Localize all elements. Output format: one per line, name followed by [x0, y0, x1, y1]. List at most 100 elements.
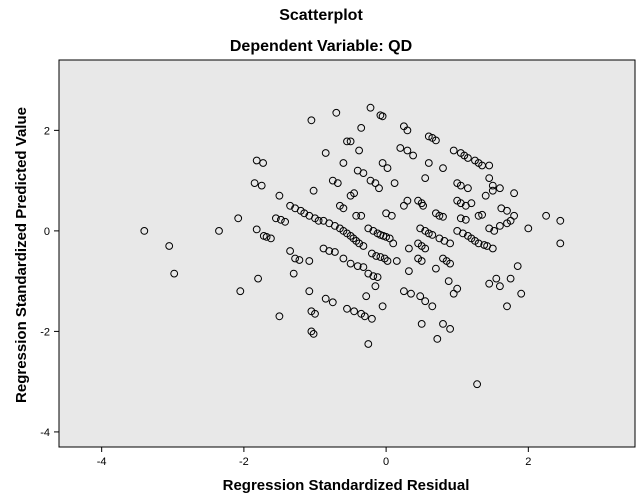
data-point: [378, 112, 387, 121]
data-point: [369, 272, 378, 281]
data-point: [359, 169, 368, 178]
data-point: [352, 211, 361, 220]
data-point: [328, 176, 337, 185]
data-point: [378, 302, 387, 311]
data-point: [503, 302, 511, 311]
data-point: [295, 256, 304, 264]
data-point: [353, 262, 362, 271]
data-point: [272, 214, 280, 223]
data-point: [424, 159, 433, 167]
data-point: [439, 164, 447, 173]
data-point: [275, 191, 284, 200]
data-point: [417, 257, 426, 265]
data-point: [307, 116, 316, 125]
data-point: [490, 227, 499, 235]
data-point: [416, 292, 425, 301]
data-point: [364, 269, 373, 278]
data-point: [421, 244, 430, 253]
data-point: [513, 262, 522, 271]
data-points: [140, 103, 565, 389]
data-point: [277, 215, 285, 224]
data-point: [446, 239, 455, 248]
data-point: [350, 189, 359, 198]
data-point: [252, 156, 261, 165]
data-point: [215, 227, 223, 235]
data-point: [446, 325, 455, 333]
data-point: [305, 287, 314, 296]
data-point: [371, 282, 380, 291]
data-point: [275, 312, 284, 321]
data-point: [517, 289, 526, 298]
data-point: [390, 179, 399, 188]
data-point: [435, 234, 444, 243]
data-point: [492, 274, 501, 283]
data-point: [333, 179, 342, 188]
data-point: [314, 216, 323, 225]
chart-subtitle: Dependent Variable: QD: [230, 38, 412, 55]
data-point: [488, 181, 497, 190]
data-point: [339, 204, 348, 213]
data-point: [267, 234, 275, 243]
data-point: [289, 269, 298, 278]
data-point: [421, 297, 430, 306]
data-point: [362, 292, 371, 301]
data-point: [474, 239, 483, 248]
data-point: [309, 186, 318, 195]
data-point: [424, 132, 433, 141]
data-point: [376, 253, 385, 261]
data-point: [405, 267, 413, 276]
data-point: [372, 252, 381, 260]
data-point: [349, 234, 358, 243]
data-point: [439, 320, 447, 328]
data-point: [488, 186, 497, 195]
data-point: [343, 137, 351, 146]
data-point: [359, 263, 368, 272]
data-point: [459, 229, 467, 238]
data-point: [359, 242, 368, 250]
data-point: [170, 269, 179, 278]
data-point: [378, 159, 387, 167]
data-point: [403, 126, 412, 135]
data-point: [364, 224, 373, 233]
data-point: [392, 257, 401, 265]
data-point: [389, 239, 398, 248]
data-point: [449, 146, 458, 155]
data-point: [360, 312, 369, 321]
data-point: [485, 174, 494, 183]
data-point: [524, 224, 533, 233]
data-point: [485, 224, 494, 233]
data-point: [350, 307, 359, 316]
y-tick-label: -2: [40, 326, 50, 338]
chart-title: Scatterplot: [279, 7, 363, 24]
data-point: [456, 214, 465, 223]
data-point: [321, 294, 330, 303]
data-point: [383, 257, 392, 265]
data-point: [432, 136, 440, 145]
data-point: [332, 108, 341, 117]
data-point: [357, 124, 366, 132]
data-point: [485, 161, 494, 170]
data-point: [331, 222, 339, 230]
x-tick-label: 0: [383, 456, 389, 468]
data-point: [419, 201, 428, 210]
x-tick-label: -2: [239, 456, 249, 468]
data-point: [416, 224, 425, 233]
data-point: [254, 274, 263, 283]
data-point: [474, 211, 483, 220]
data-point: [286, 247, 295, 255]
data-point: [309, 330, 318, 338]
x-axis-label: Regression Standardized Residual: [223, 477, 470, 494]
data-point: [428, 231, 437, 239]
y-tick-label: 2: [44, 125, 50, 137]
data-point: [403, 196, 412, 205]
data-point: [432, 264, 440, 273]
data-point: [355, 239, 364, 248]
data-point: [234, 214, 243, 223]
data-point: [407, 289, 415, 298]
data-point: [461, 215, 470, 224]
data-point: [165, 242, 174, 250]
data-point: [321, 149, 330, 157]
data-point: [368, 314, 376, 323]
data-point: [496, 282, 504, 291]
